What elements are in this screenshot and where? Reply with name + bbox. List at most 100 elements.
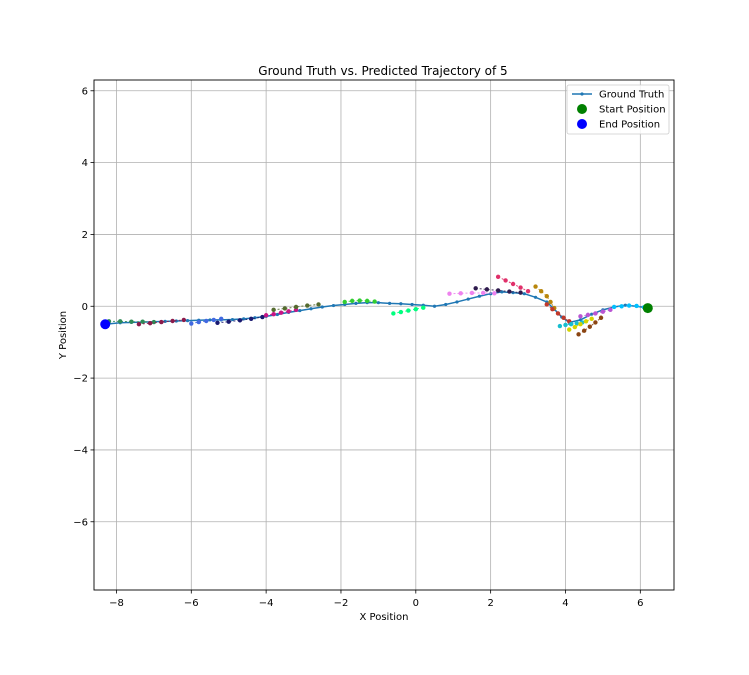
ground-truth-point (399, 302, 403, 306)
predicted-segment-line (580, 309, 611, 317)
predicted-point (473, 286, 478, 291)
ground-truth-point (623, 303, 627, 307)
predicted-point (510, 281, 516, 287)
predicted-point (248, 316, 254, 322)
ground-truth-point (331, 303, 336, 308)
ground-truth-point (298, 308, 302, 313)
grid-lines (94, 80, 674, 590)
predicted-point (518, 290, 523, 295)
predicted-point (349, 298, 355, 304)
predicted-point (278, 310, 284, 315)
predicted-point (518, 285, 523, 290)
ground-truth-point (376, 301, 380, 305)
ground-truth-point (522, 292, 526, 296)
predicted-point (555, 311, 561, 316)
predicted-point (458, 291, 463, 296)
ground-truth-point (388, 301, 392, 305)
ground-truth-point (466, 297, 470, 301)
legend-marker-swatch (577, 104, 587, 114)
predicted-point (170, 318, 175, 324)
end-position-marker (100, 319, 111, 330)
predicted-point (391, 311, 396, 316)
predicted-point (572, 324, 578, 330)
predicted-point (567, 327, 572, 332)
ground-truth-point (590, 312, 594, 316)
predicted-point (484, 287, 490, 292)
predicted-point (316, 302, 321, 307)
predicted-point (226, 319, 231, 324)
predicted-point (593, 311, 598, 316)
predicted-point (196, 319, 201, 325)
predicted-point (634, 303, 639, 309)
ground-truth-point (432, 304, 437, 308)
predicted-segment-line (535, 286, 555, 309)
predicted-point (204, 318, 209, 324)
ground-truth-point (230, 317, 235, 322)
predicted-point (219, 316, 224, 322)
predicted-point (533, 284, 538, 289)
plot-area-frame (93, 79, 675, 591)
predicted-point (495, 288, 501, 293)
predicted-series (106, 274, 647, 337)
predicted-point (507, 289, 512, 294)
predicted-segment-line (614, 305, 645, 308)
predicted-point (293, 304, 299, 310)
predicted-point (495, 274, 501, 280)
predicted-point (117, 319, 123, 324)
predicted-point (589, 316, 594, 322)
x-tick-label: 0 (413, 598, 419, 609)
predicted-point (598, 315, 604, 320)
legend-marker-swatch (577, 119, 587, 129)
predicted-segment-line (475, 287, 521, 294)
predicted-point (211, 317, 216, 323)
predicted-segment-line (138, 319, 184, 325)
predicted-point (413, 306, 419, 312)
x-tick-label: −4 (259, 598, 274, 609)
x-tick-label: −6 (184, 598, 199, 609)
predicted-segment-line (393, 307, 424, 314)
predicted-point (469, 290, 475, 296)
ground-truth-point (477, 294, 482, 298)
ground-truth-point (208, 318, 212, 322)
predicted-point (525, 288, 531, 294)
predicted-segment-line (449, 292, 495, 295)
y-tick-label: −6 (73, 517, 88, 528)
y-tick-label: 0 (82, 302, 88, 313)
ground-truth-point (410, 302, 414, 307)
y-tick-label: −4 (73, 445, 88, 456)
ground-truth-point (354, 301, 358, 305)
predicted-point (237, 318, 243, 323)
predicted-point (271, 307, 276, 313)
predicted-point (159, 319, 164, 325)
predicted-point (406, 308, 411, 313)
x-tick-label: 2 (487, 598, 493, 609)
predicted-point (129, 319, 134, 324)
legend-label: Start Position (599, 105, 666, 116)
predicted-point (611, 304, 617, 310)
legend-line-marker (580, 92, 584, 96)
y-tick-label: −2 (73, 374, 88, 385)
predicted-point (544, 294, 549, 299)
predicted-segment-line (546, 304, 570, 322)
x-tick-label: −2 (334, 598, 349, 609)
predicted-point (147, 320, 153, 326)
chart-title: Ground Truth vs. Predicted Trajectory of… (258, 64, 507, 78)
predicted-point (271, 311, 276, 317)
predicted-point (581, 328, 587, 333)
predicted-point (544, 302, 549, 307)
predicted-point (587, 324, 593, 329)
predicted-point (550, 306, 555, 312)
legend-label: End Position (599, 120, 660, 131)
predicted-point (421, 305, 426, 310)
predicted-segment-line (344, 300, 375, 303)
ground-truth-point (455, 300, 459, 304)
ground-truth-point (309, 307, 313, 311)
predicted-point (578, 322, 583, 327)
predicted-point (372, 299, 377, 304)
predicted-point (585, 312, 591, 318)
legend-label: Ground Truth (599, 90, 664, 101)
predicted-point (286, 309, 291, 314)
predicted-point (593, 320, 598, 325)
ground-truth-point (444, 302, 448, 307)
